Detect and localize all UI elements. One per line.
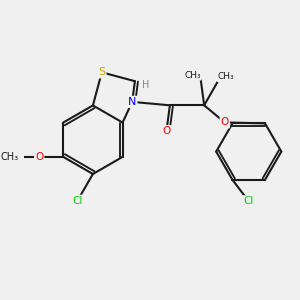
Text: N: N [128, 97, 136, 107]
Text: CH₃: CH₃ [218, 72, 235, 81]
Text: O: O [220, 118, 229, 128]
Text: CH₃: CH₃ [1, 152, 19, 162]
Text: H: H [142, 80, 150, 90]
Text: Cl: Cl [244, 196, 254, 206]
Text: Cl: Cl [72, 196, 83, 206]
Text: S: S [98, 67, 105, 77]
Text: O: O [162, 126, 171, 136]
Text: CH₃: CH₃ [184, 70, 201, 80]
Text: O: O [35, 152, 43, 162]
